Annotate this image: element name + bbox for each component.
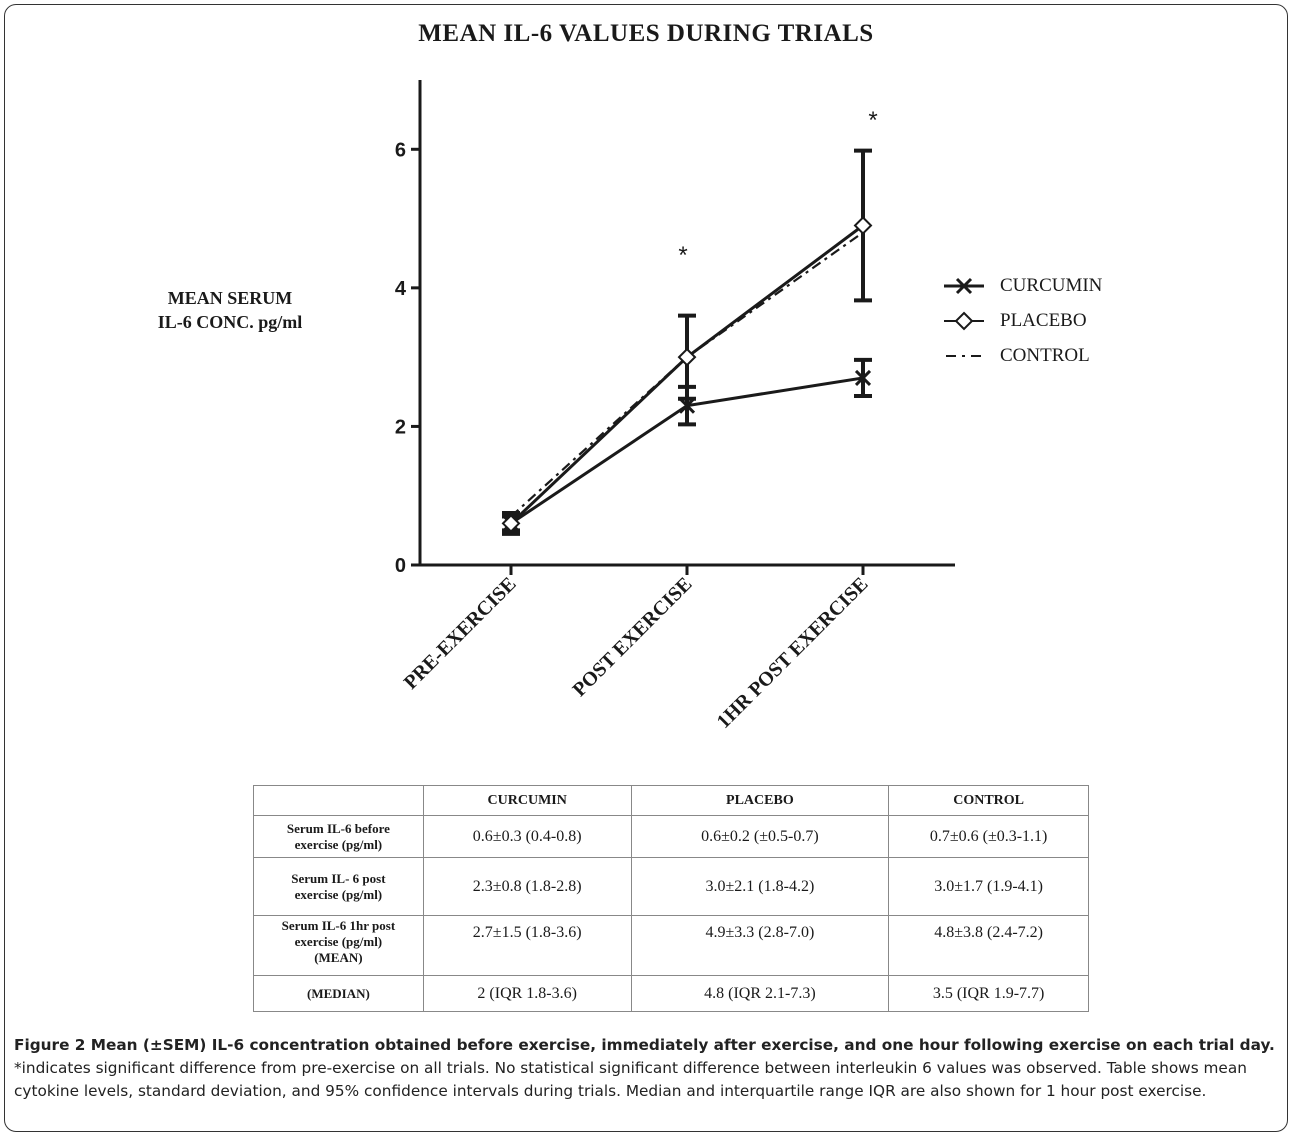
data-point-curcumin — [854, 369, 872, 386]
y-tick-label: 6 — [395, 139, 406, 161]
y-axis-label: MEAN SERUM IL-6 CONC. pg/ml — [120, 286, 340, 334]
table-row: (MEDIAN) 2 (IQR 1.8-3.6) 4.8 (IQR 2.1-7.… — [253, 975, 1089, 1012]
table-cell: 3.5 (IQR 1.9-7.7) — [888, 975, 1089, 1012]
legend-label: CONTROL — [1000, 344, 1090, 366]
table-cell: 0.6±0.2 (±0.5-0.7) — [630, 815, 890, 858]
y-tick-label: 2 — [395, 416, 406, 438]
table-cell: 2.7±1.5 (1.8-3.6) — [422, 915, 632, 976]
table-row: Serum IL-6 1hr post exercise (pg/ml) (ME… — [253, 915, 1089, 976]
data-point-placebo — [853, 216, 873, 235]
stats-table: CURCUMIN PLACEBO CONTROL Serum IL-6 befo… — [253, 785, 1089, 1012]
dashdot-line-icon — [946, 354, 982, 357]
cross-marker-icon — [944, 277, 984, 294]
table-cell: 0.6±0.3 (0.4-0.8) — [422, 815, 632, 858]
table-row: Serum IL-6 before exercise (pg/ml) 0.6±0… — [253, 815, 1089, 858]
significance-asterisk: * — [678, 242, 687, 269]
line-chart: 0 2 4 6 PRE-EXERCISE POST EXERCISE 1HR POST EX… — [395, 80, 955, 733]
significance-asterisk: * — [868, 107, 877, 134]
table-cell: 2.3±0.8 (1.8-2.8) — [422, 857, 632, 916]
row-label-line: (MEDIAN) — [306, 985, 370, 1001]
row-label: Serum IL- 6 post exercise (pg/ml) — [253, 857, 424, 916]
data-point-curcumin — [678, 397, 696, 414]
legend-item-control: CONTROL — [944, 338, 1102, 373]
y-tick-label: 0 — [395, 555, 406, 577]
table-cell: 3.0±2.1 (1.8-4.2) — [630, 857, 890, 916]
figure-frame — [4, 4, 1288, 1132]
chart-title: MEAN IL-6 VALUES DURING TRIALS — [418, 20, 874, 47]
row-label: (MEDIAN) — [253, 975, 424, 1012]
table-row: Serum IL- 6 post exercise (pg/ml) 2.3±0.… — [253, 857, 1089, 916]
caption-text: *indicates significant difference from p… — [14, 1059, 1247, 1100]
y-tick-label: 4 — [395, 278, 407, 300]
legend-item-curcumin: CURCUMIN — [944, 268, 1102, 303]
table-cell: 3.0±1.7 (1.9-4.1) — [888, 857, 1089, 916]
data-point-placebo — [501, 514, 521, 533]
table-header-cell: CONTROL — [888, 785, 1089, 816]
row-label-line: Serum IL-6 1hr post — [281, 918, 396, 933]
figure-caption: Figure 2 Mean (±SEM) IL-6 concentration … — [14, 1034, 1278, 1103]
caption-bold: Figure 2 Mean (±SEM) IL-6 concentration … — [14, 1036, 1275, 1054]
row-label: Serum IL-6 before exercise (pg/ml) — [253, 815, 424, 858]
y-axis-label-line2: IL-6 CONC. pg/ml — [157, 312, 303, 332]
table-cell: 4.8 (IQR 2.1-7.3) — [630, 975, 890, 1012]
table-cell: 2 (IQR 1.8-3.6) — [422, 975, 632, 1012]
legend-item-placebo: PLACEBO — [944, 303, 1102, 338]
table-header-cell — [253, 785, 424, 816]
row-label-line: (MEAN) — [314, 950, 363, 965]
row-label: Serum IL-6 1hr post exercise (pg/ml) (ME… — [253, 915, 424, 976]
data-point-placebo — [677, 347, 697, 367]
table-header-row: CURCUMIN PLACEBO CONTROL — [253, 785, 1089, 816]
chart-legend: CURCUMIN PLACEBO CONTROL — [944, 268, 1102, 373]
table-cell: 4.8±3.8 (2.4-7.2) — [888, 915, 1089, 976]
table-header-cell: CURCUMIN — [422, 785, 632, 816]
row-label-line: exercise (pg/ml) — [294, 886, 383, 902]
row-label-line: exercise (pg/ml) — [294, 836, 383, 852]
table-header-cell: PLACEBO — [630, 785, 890, 816]
row-label-line: exercise (pg/ml) — [294, 934, 383, 949]
legend-label: PLACEBO — [1000, 309, 1087, 331]
legend-label: CURCUMIN — [1000, 274, 1103, 296]
x-tick-label: POST EXERCISE — [568, 573, 696, 701]
table-cell: 4.9±3.3 (2.8-7.0) — [630, 915, 890, 976]
row-label-line: Serum IL- 6 post — [291, 870, 386, 886]
diamond-marker-icon — [944, 311, 984, 330]
table-cell: 0.7±0.6 (±0.3-1.1) — [888, 815, 1089, 858]
x-tick-label: PRE-EXERCISE — [400, 573, 521, 694]
y-axis-label-line1: MEAN SERUM — [167, 288, 293, 308]
row-label-line: Serum IL-6 before — [286, 820, 390, 836]
x-tick-label: 1HR POST EXERCISE — [713, 573, 873, 733]
